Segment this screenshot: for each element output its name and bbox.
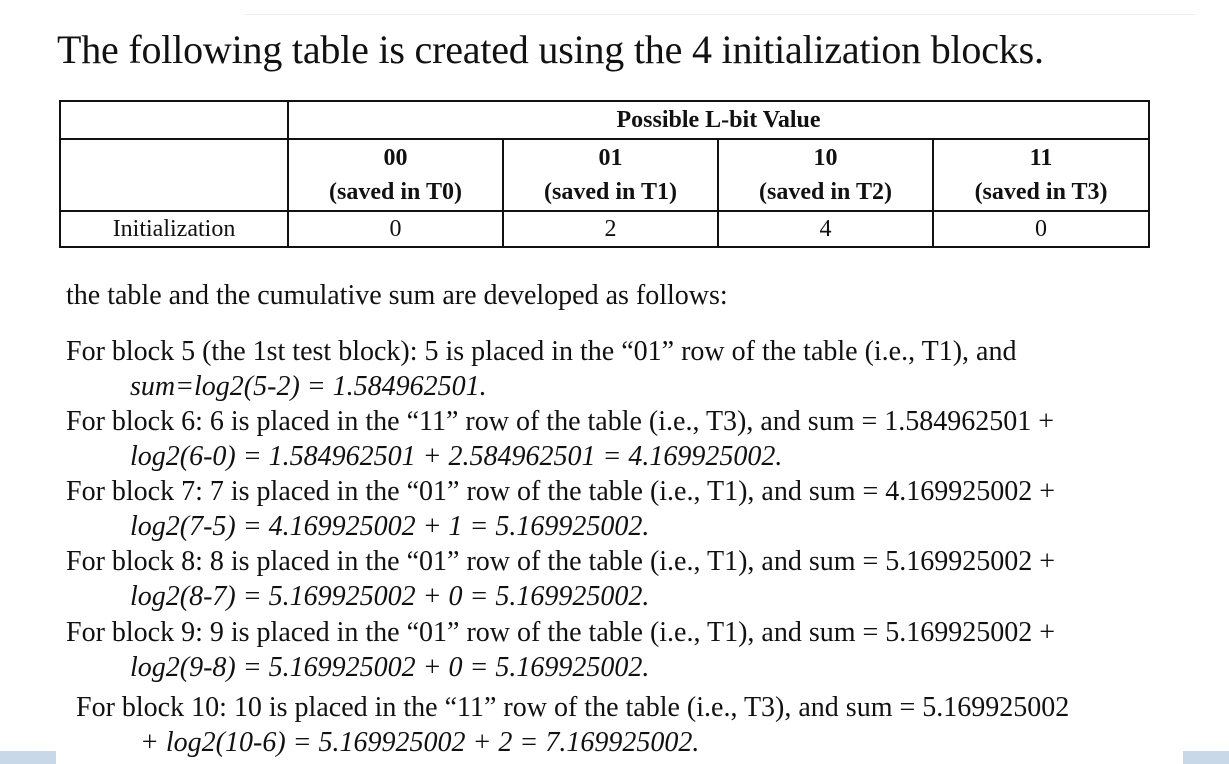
- group-header: Possible L-bit Value: [616, 106, 821, 133]
- row-label: Initialization: [59, 210, 289, 248]
- column-saved: (saved in T1): [544, 179, 677, 205]
- initialization-table: Possible L-bit Value 00 (saved in T0) 01(…: [59, 100, 1151, 248]
- table-cell: 0: [287, 210, 504, 248]
- block-line-2: log2(7-5) = 4.169925002 + 1 = 5.16992500…: [130, 511, 650, 542]
- block-line-1: For block 7: 7 is placed in the “01” row…: [66, 476, 1056, 507]
- block-6-paragraph: For block 6: 6 is placed in the “11” row…: [66, 404, 1054, 474]
- block-line-1: For block 9: 9 is placed in the “01” row…: [66, 617, 1056, 648]
- table-corner-cell-lower: [59, 139, 289, 212]
- column-saved: (saved in T3): [974, 179, 1108, 205]
- block-7-paragraph: For block 7: 7 is placed in the “01” row…: [66, 474, 1055, 544]
- block-5-paragraph: For block 5 (the 1st test block): 5 is p…: [66, 334, 1016, 404]
- column-saved: (saved in T2): [759, 179, 892, 205]
- group-header-cell: Possible L-bit Value: [286, 100, 1151, 140]
- column-bits: 00: [383, 145, 408, 171]
- table-cell: 4: [717, 210, 934, 248]
- block-8-paragraph: For block 8: 8 is placed in the “01” row…: [66, 544, 1055, 614]
- block-line-2: log2(8-7) = 5.169925002 + 0 = 5.16992500…: [130, 581, 650, 612]
- slide-corner-decoration-right: [1183, 751, 1229, 764]
- column-header-10: 10 (saved in T2): [717, 138, 934, 212]
- column-saved: (saved in T0): [329, 179, 462, 205]
- table-cell: 0: [931, 210, 1151, 248]
- block-line-1: For block 10: 10 is placed in the “11” r…: [76, 692, 1070, 723]
- block-9-paragraph: For block 9: 9 is placed in the “01” row…: [66, 615, 1055, 685]
- page-title: The following table is created using the…: [57, 27, 1044, 72]
- block-line-2: + log2(10-6) = 5.169925002 + 2 = 7.16992…: [140, 727, 700, 758]
- slide-corner-decoration-left: [0, 751, 56, 764]
- block-line-2: log2(9-8) = 5.169925002 + 0 = 5.16992500…: [130, 652, 650, 683]
- block-line-2: log2(6-0) = 1.584962501 + 2.584962501 = …: [130, 441, 783, 472]
- column-bits: 01: [598, 145, 623, 171]
- column-bits: 11: [1029, 145, 1053, 171]
- intro-text: the table and the cumulative sum are dev…: [66, 280, 728, 311]
- block-line-1: For block 5 (the 1st test block): 5 is p…: [66, 336, 1017, 367]
- column-bits: 10: [813, 145, 838, 171]
- block-line-1: For block 6: 6 is placed in the “11” row…: [66, 406, 1055, 437]
- column-header-01: 01 (saved in T1): [502, 138, 719, 212]
- table-corner-cell: [59, 100, 289, 140]
- block-line-1: For block 8: 8 is placed in the “01” row…: [66, 546, 1056, 577]
- block-line-2: sum=log2(5-2) = 1.584962501.: [130, 371, 487, 402]
- table-cell: 2: [502, 210, 719, 248]
- column-header-00: 00 (saved in T0): [287, 138, 504, 212]
- column-header-11: 11 (saved in T3): [931, 138, 1151, 212]
- block-10-paragraph: For block 10: 10 is placed in the “11” r…: [76, 690, 1069, 760]
- top-rule: [245, 14, 1195, 15]
